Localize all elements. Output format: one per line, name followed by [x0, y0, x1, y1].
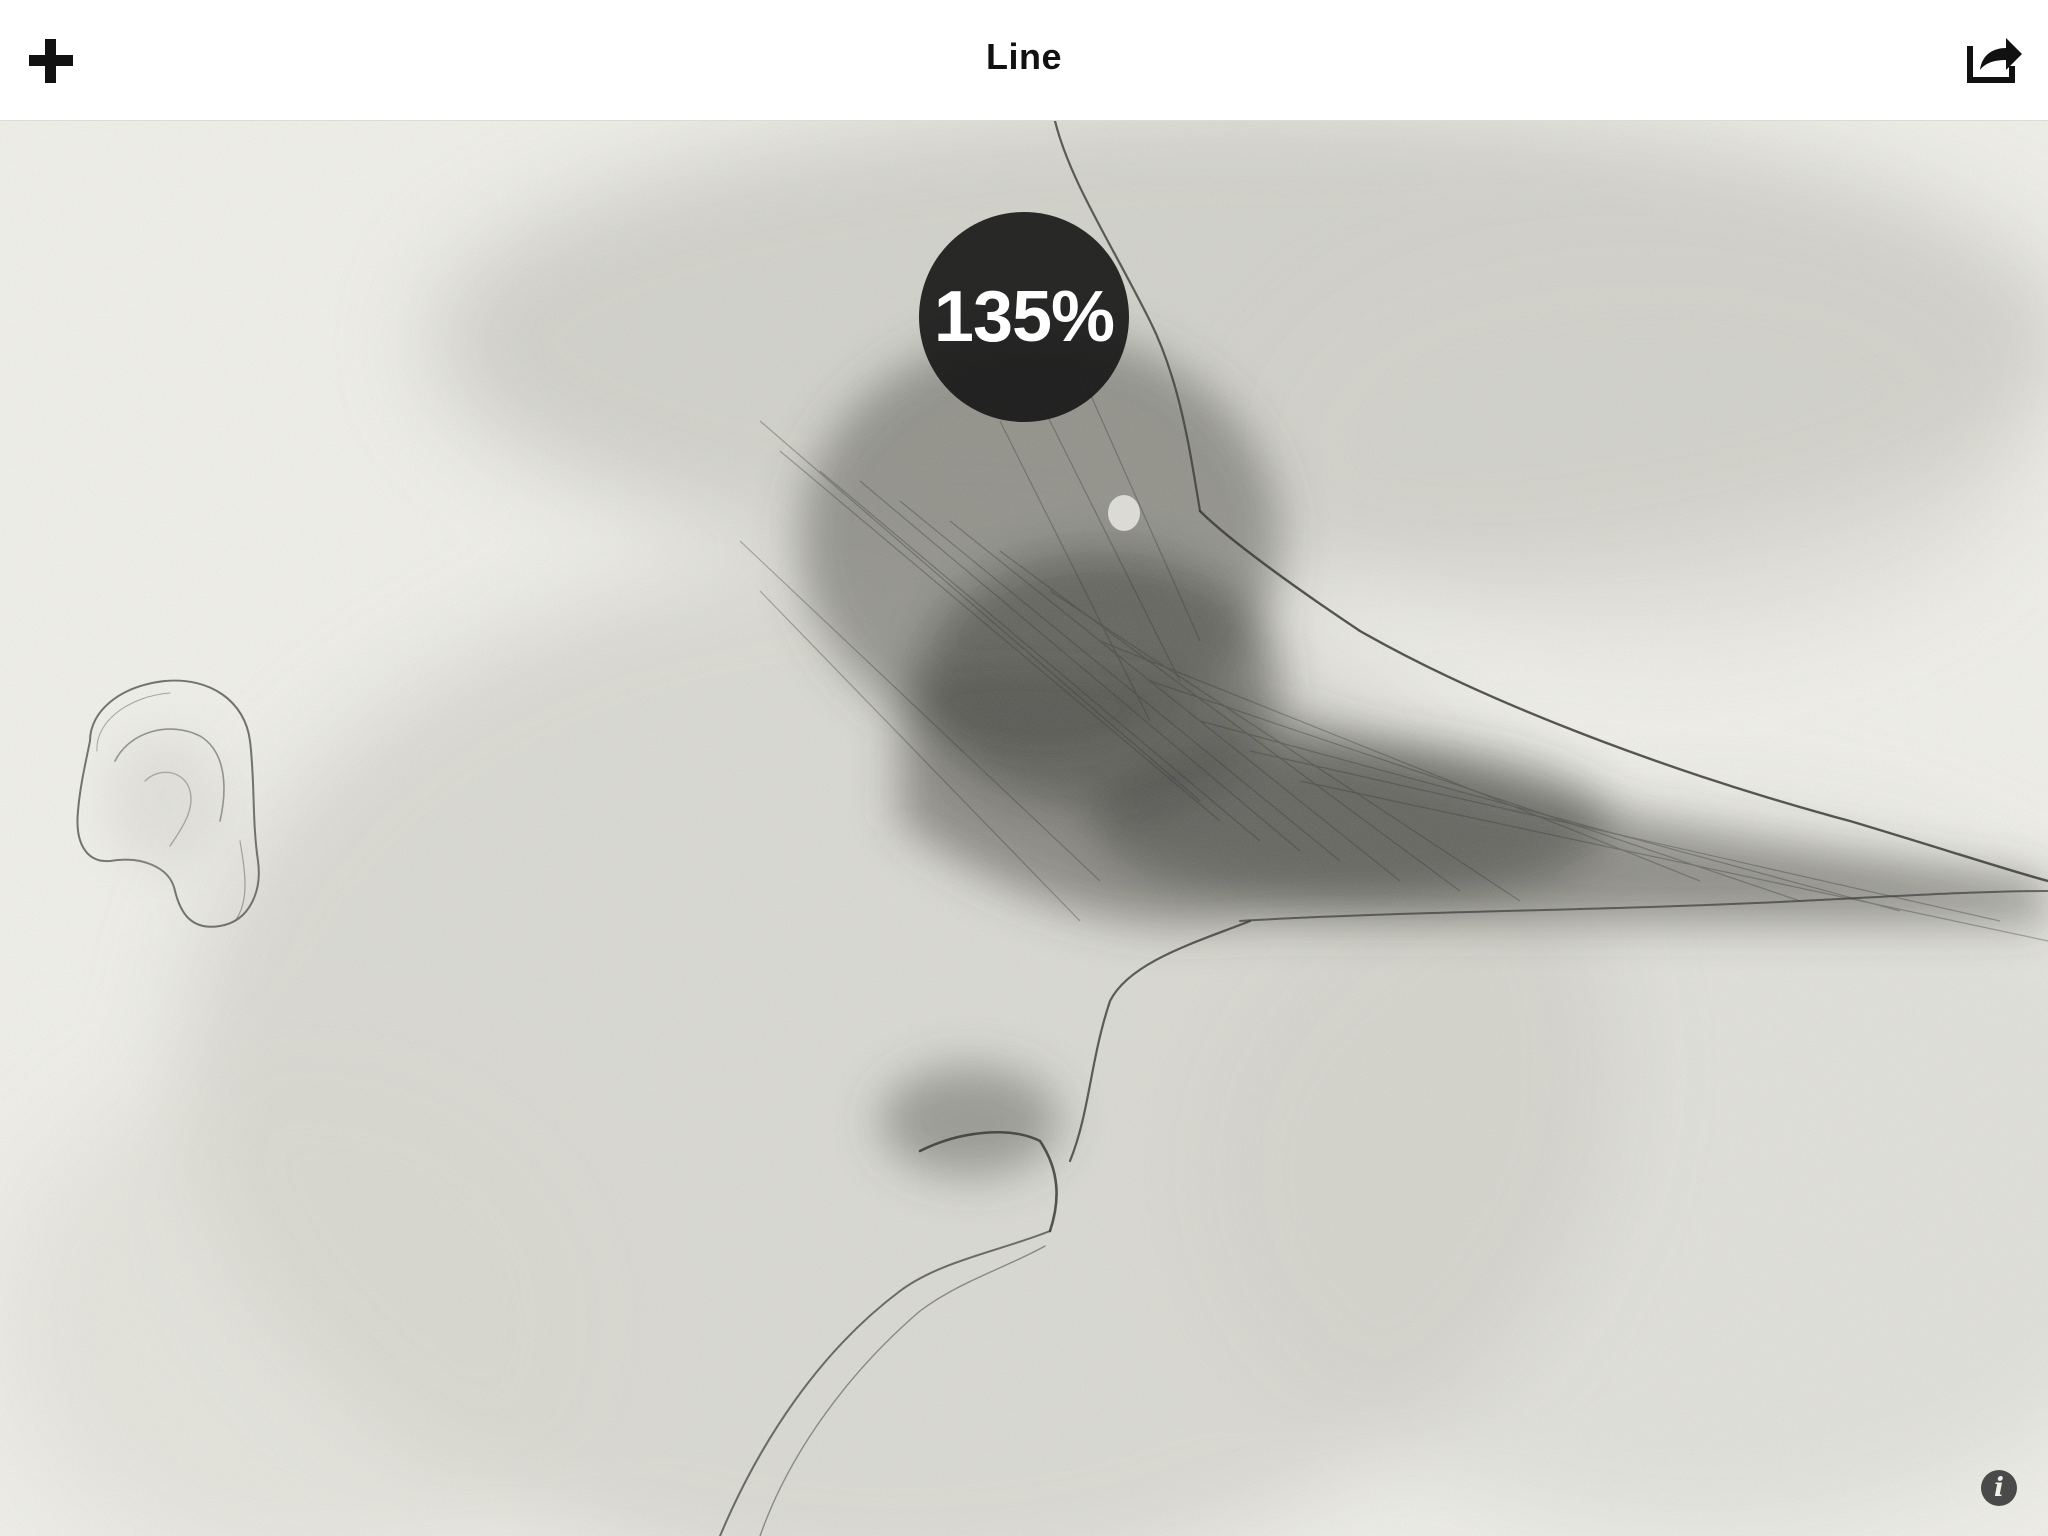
add-button[interactable] — [26, 36, 76, 86]
page-title: Line — [985, 36, 1062, 77]
zoom-indicator: 135% — [919, 212, 1129, 422]
sketch-drawing — [0, 121, 2048, 1536]
drawing-canvas[interactable] — [0, 121, 2048, 1536]
info-icon: i — [1994, 1473, 2004, 1503]
plus-icon — [29, 39, 73, 83]
top-toolbar: Line — [0, 0, 2048, 121]
info-button[interactable]: i — [1981, 1470, 2017, 1506]
share-button[interactable] — [1966, 30, 2024, 84]
share-icon — [1967, 38, 2022, 83]
